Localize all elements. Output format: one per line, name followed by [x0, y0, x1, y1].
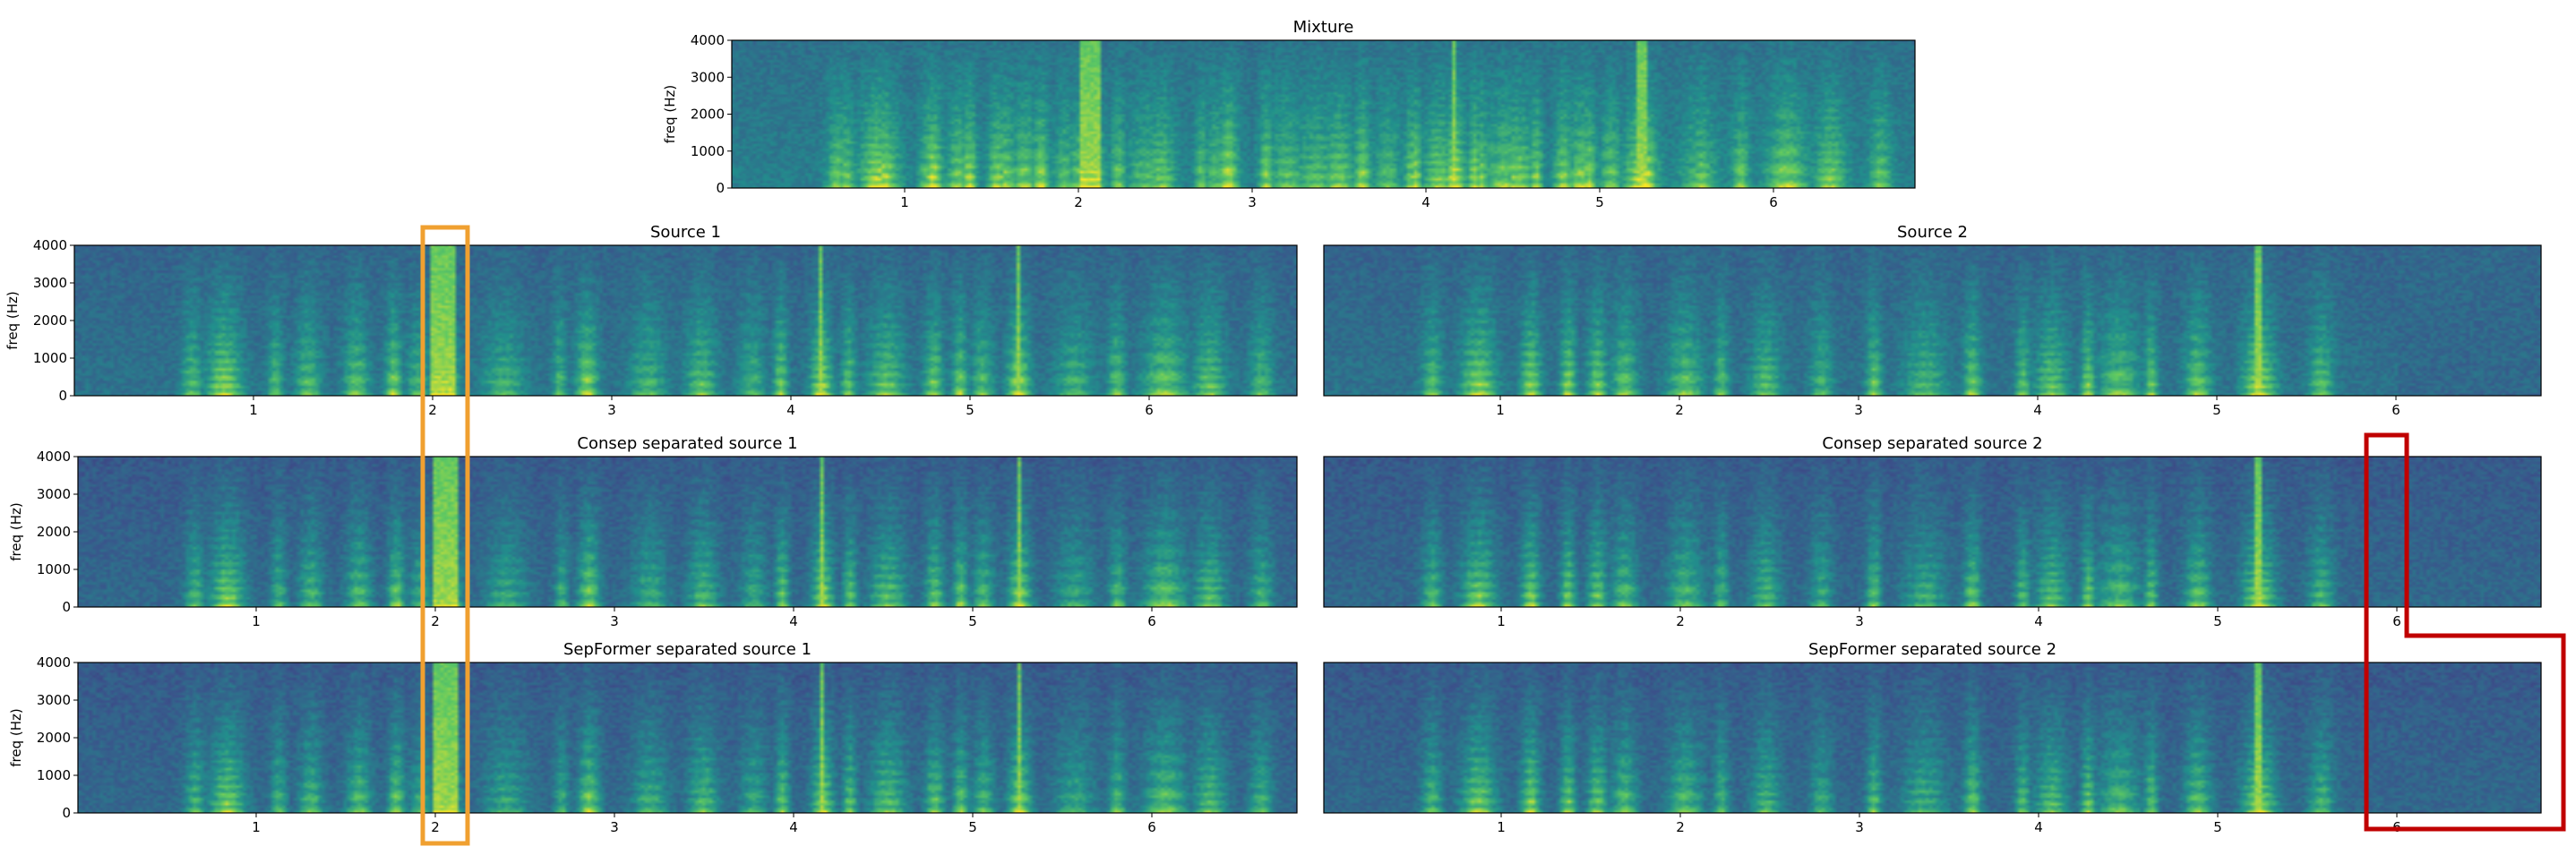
- sepformer1-heatmap: [78, 663, 1297, 813]
- source1-xtick-label: 2: [428, 402, 437, 418]
- sepformer2-heatmap: [1324, 663, 2541, 813]
- sepformer1-ytick-label: 2000: [37, 730, 71, 746]
- consep1-ylabel: freq (Hz): [8, 502, 24, 561]
- mixture-xtick-label: 2: [1074, 194, 1083, 210]
- mixture-ytick-label: 3000: [691, 69, 725, 85]
- source1-xtick-label: 3: [607, 402, 616, 418]
- source1-ytick-label: 0: [58, 388, 67, 404]
- source2-frame: [1323, 244, 2542, 397]
- mixture-xtick-label: 3: [1248, 194, 1257, 210]
- sepformer2-frame: [1323, 662, 2542, 814]
- mixture-xtick-label: 6: [1769, 194, 1778, 210]
- mixture-ytick-label: 4000: [691, 32, 725, 48]
- sepformer1-ytick-label: 0: [62, 805, 71, 821]
- source1-xtick-label: 4: [786, 402, 795, 418]
- sepformer2-xtick-label: 4: [2034, 819, 2043, 835]
- mixture-ytick-label: 2000: [691, 107, 725, 123]
- consep2-frame: [1323, 456, 2542, 608]
- consep2-panel: Consep separated source 2 1 2 3 4 5 6: [1323, 434, 2542, 629]
- consep2-xtick-label: 3: [1855, 613, 1864, 629]
- mixture-ytick-label: 0: [716, 180, 725, 196]
- consep2-xtick-label: 1: [1497, 613, 1506, 629]
- consep1-panel: Consep separated source 1 1 2 3 4 5 6 0 1000 2000…: [8, 434, 1298, 629]
- consep2-xtick-label: 5: [2213, 613, 2222, 629]
- consep1-ytick-label: 0: [62, 599, 71, 615]
- mixture-xtick-label: 1: [900, 194, 909, 210]
- consep2-xtick-label: 4: [2034, 613, 2043, 629]
- sepformer1-ytick-label: 4000: [37, 654, 71, 671]
- sepformer2-xtick-label: 1: [1497, 819, 1506, 835]
- sepformer2-title: SepFormer separated source 2: [1808, 640, 2057, 659]
- consep1-xtick-label: 2: [431, 613, 440, 629]
- source2-heatmap: [1324, 245, 2541, 396]
- mixture-ytick-label: 1000: [691, 143, 725, 159]
- source1-xtick-label: 1: [249, 402, 258, 418]
- source1-title: Source 1: [650, 223, 721, 242]
- consep1-ytick-label: 4000: [37, 449, 71, 465]
- consep2-title: Consep separated source 2: [1822, 434, 2042, 453]
- sepformer1-panel: SepFormer separated source 1 1 2 3 4 5 6 0 1000 2…: [8, 640, 1298, 835]
- consep2-xtick-label: 6: [2392, 613, 2401, 629]
- source2-xtick-label: 2: [1675, 402, 1684, 418]
- sepformer2-panel: SepFormer separated source 21 2 3 4 5 6: [1323, 640, 2542, 835]
- source2-title: Source 2: [1897, 223, 1968, 242]
- mixture-xtick-label: 4: [1421, 194, 1430, 210]
- sepformer1-xtick-label: 1: [252, 819, 261, 835]
- consep1-xtick-label: 5: [968, 613, 977, 629]
- red-highlight-box: [2364, 432, 2566, 832]
- sepformer1-xtick-label: 3: [610, 819, 619, 835]
- sepformer1-xtick-label: 2: [431, 819, 440, 835]
- source2-xtick-label: 1: [1496, 402, 1505, 418]
- source1-ytick-label: 1000: [33, 350, 67, 366]
- sepformer1-xtick-label: 4: [789, 819, 798, 835]
- source1-xtick-label: 5: [966, 402, 975, 418]
- source2-xtick-label: 3: [1854, 402, 1863, 418]
- orange-highlight-box: [420, 225, 470, 846]
- mixture-heatmap: [732, 40, 1915, 188]
- source2-xtick-label: 6: [2391, 402, 2400, 418]
- consep1-title: Consep separated source 1: [577, 434, 797, 453]
- sepformer2-xtick-label: 5: [2213, 819, 2222, 835]
- mixture-ylabel: freq (Hz): [662, 85, 678, 144]
- mixture-xtick-label: 5: [1595, 194, 1604, 210]
- consep1-ytick-label: 3000: [37, 486, 71, 502]
- sepformer2-xtick-label: 2: [1676, 819, 1685, 835]
- consep1-ytick-label: 2000: [37, 524, 71, 540]
- sepformer1-xtick-label: 5: [968, 819, 977, 835]
- consep2-xtick-label: 2: [1676, 613, 1685, 629]
- sepformer1-xtick-label: 6: [1147, 819, 1156, 835]
- source1-ytick-label: 2000: [33, 312, 67, 329]
- source1-ylabel: freq (Hz): [4, 291, 21, 350]
- source1-heatmap: [74, 245, 1297, 396]
- mixture-panel: Mixture 1 2 3 4 5 6 0 1000 2000 3000 4000 freq (Hz): [662, 18, 1916, 210]
- sepformer2-xtick-label: 3: [1855, 819, 1864, 835]
- consep2-heatmap: [1324, 457, 2541, 607]
- sepformer1-ytick-label: 3000: [37, 692, 71, 708]
- source1-xtick-label: 6: [1145, 402, 1154, 418]
- source2-xtick-label: 5: [2212, 402, 2221, 418]
- consep1-heatmap: [78, 457, 1297, 607]
- consep1-ytick-label: 1000: [37, 561, 71, 577]
- consep1-xtick-label: 4: [789, 613, 798, 629]
- source1-ytick-label: 4000: [33, 237, 67, 253]
- sepformer1-title: SepFormer separated source 1: [563, 640, 811, 659]
- sepformer1-ylabel: freq (Hz): [8, 708, 24, 767]
- mixture-title: Mixture: [1293, 18, 1354, 37]
- source2-xtick-label: 4: [2033, 402, 2042, 418]
- consep1-xtick-label: 1: [252, 613, 261, 629]
- source1-ytick-label: 3000: [33, 275, 67, 291]
- consep1-xtick-label: 6: [1147, 613, 1156, 629]
- sepformer1-ytick-label: 1000: [37, 767, 71, 783]
- consep1-xtick-label: 3: [610, 613, 619, 629]
- source1-panel: Source 1 1 2 3 4 5 6 0 1000 2000 3000 4000 freq (Hz): [4, 223, 1298, 418]
- source2-panel: Source 2 1 2 3 4 5 6: [1323, 223, 2542, 418]
